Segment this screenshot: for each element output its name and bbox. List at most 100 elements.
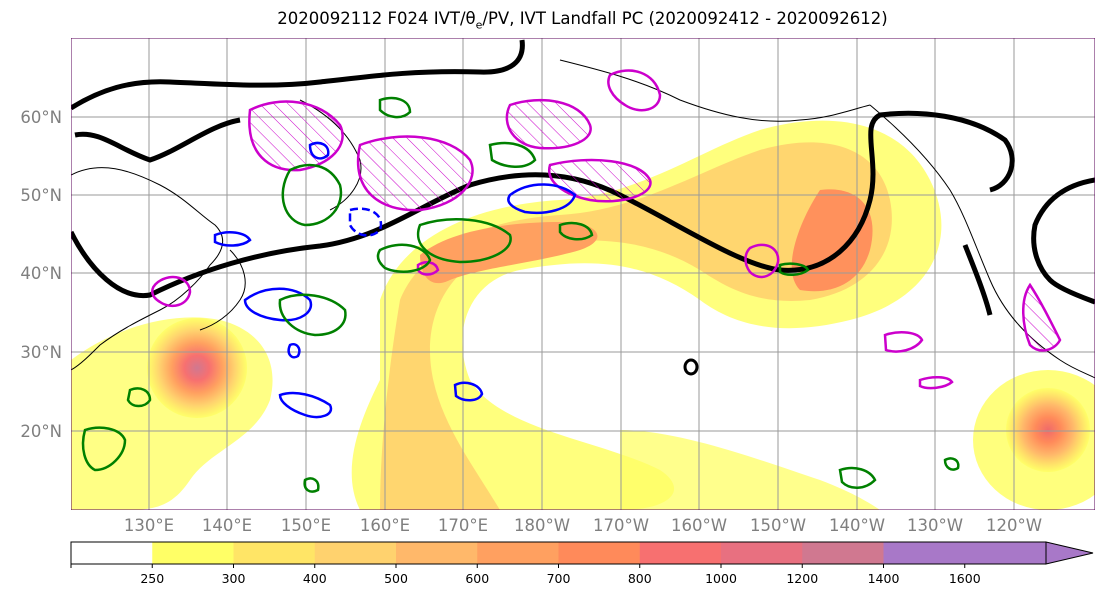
pc-positive-contour [744, 243, 780, 279]
colorbar-segment [314, 542, 397, 564]
latitude-label: 30°N [20, 343, 62, 362]
longitude-label: 160°W [671, 516, 727, 535]
longitude-label: 170°E [438, 516, 488, 535]
latitude-label: 60°N [20, 108, 62, 127]
latitude-labels: 60°N 50°N 40°N 30°N 20°N [20, 108, 62, 441]
theta-e-contour-north [71, 39, 525, 111]
coast-north-america [869, 104, 1095, 379]
pc-negative-contour [213, 231, 252, 247]
anomaly-contour [558, 221, 594, 241]
colorbar-segment [721, 542, 803, 564]
colorbar-segment [396, 542, 478, 564]
pc-positive-contour [356, 135, 474, 212]
colorbar-segment [152, 542, 234, 564]
longitude-label: 120°W [986, 516, 1042, 535]
pc-positive-contour [918, 376, 954, 390]
longitude-label: 130°E [124, 516, 174, 535]
colorbar-label: 800 [628, 571, 652, 586]
anomaly-contour [778, 262, 810, 276]
colorbar-label: 1600 [949, 571, 981, 586]
longitude-label: 160°E [360, 516, 410, 535]
theta-e-contour-east2 [962, 244, 993, 316]
theta-e-contours [71, 39, 1095, 376]
landfall-pc-negative-contours [213, 141, 577, 419]
pc-negative-contour [243, 287, 313, 322]
graticule [71, 38, 1095, 510]
coast-asia [71, 167, 224, 371]
colorbar-segment [71, 542, 153, 564]
colorbar-segment [883, 542, 966, 564]
anomaly-contour [278, 293, 347, 337]
pc-negative-contour [278, 391, 333, 419]
anomaly-contour [126, 387, 152, 408]
pc-positive-contour [505, 98, 592, 150]
anomaly-contour [281, 163, 343, 227]
map-area [71, 38, 1095, 510]
anomaly-contour [378, 96, 412, 119]
colorbar-segment [558, 542, 641, 564]
colorbar-label: 500 [384, 571, 408, 586]
title-rest: /PV, IVT Landfall PC (2020092412 - 20200… [482, 9, 888, 28]
anomaly-contour [488, 141, 537, 168]
ivt-hotspot-east [1006, 388, 1090, 472]
pc-positive-contour [547, 158, 652, 203]
latitude-label: 40°N [20, 264, 62, 283]
longitude-labels: 130°E 140°E 150°E 160°E 170°E 180°W 170°W 160°W… [124, 516, 1042, 535]
title-run: 2020092112 F024 IVT/ [277, 9, 466, 28]
colorbar-label: 300 [222, 571, 246, 586]
theta-e-contour-arc [74, 117, 241, 163]
theta-e-contour-east [1031, 177, 1095, 305]
colorbar-segment [802, 542, 884, 564]
anomaly-contour [417, 218, 512, 264]
colorbar-label: 400 [303, 571, 327, 586]
pc-positive-contour [248, 100, 344, 172]
colorbar-segment [477, 542, 559, 564]
map-title: 2020092112 F024 IVT/θe/PV, IVT Landfall … [0, 9, 1105, 31]
colorbar-segment [233, 542, 316, 564]
ivt-band-south [620, 430, 880, 510]
landfall-pc-positive-contours [151, 69, 1062, 390]
title-theta: θ [465, 9, 476, 28]
pc-negative-contour [507, 183, 577, 214]
colorbar-segment [964, 542, 1047, 564]
pc-negative-contour [453, 381, 484, 402]
longitude-label: 180°W [514, 516, 570, 535]
longitude-label: 140°E [202, 516, 252, 535]
anomaly-contour [943, 457, 960, 471]
theta-e-contour-small [683, 358, 699, 376]
pc-negative-contour [308, 141, 330, 160]
ivt-band-red [420, 222, 598, 284]
longitude-label: 130°W [907, 516, 963, 535]
colorbar-label: 700 [547, 571, 571, 586]
pc-positive-contour [883, 331, 924, 353]
coast-japan [199, 249, 246, 331]
coast-alaska [559, 59, 871, 122]
anomaly-contour [376, 243, 432, 273]
ivt-anomaly-contours [81, 96, 960, 493]
longitude-label: 140°W [829, 516, 885, 535]
pc-positive-contour [416, 261, 440, 276]
latitude-label: 20°N [20, 422, 62, 441]
pc-positive-contour [1022, 282, 1062, 352]
longitude-label: 150°W [750, 516, 806, 535]
theta-e-contour-main [71, 110, 1015, 299]
pc-positive-contour [607, 69, 662, 112]
title-theta-sub: e [475, 18, 483, 32]
colorbar-extend-arrow [1045, 541, 1094, 565]
longitude-label: 170°W [593, 516, 649, 535]
colorbar-label: 1400 [868, 571, 900, 586]
colorbar-segment [639, 542, 722, 564]
anomaly-contour [838, 466, 877, 489]
colorbar-label: 1000 [705, 571, 737, 586]
pc-negative-contour [287, 343, 301, 359]
anomaly-contour [81, 426, 127, 472]
colorbar-label: 250 [140, 571, 164, 586]
longitude-label: 150°E [281, 516, 331, 535]
pc-positive-contour [151, 275, 192, 308]
colorbar-label: 600 [465, 571, 489, 586]
colorbar-label: 1200 [786, 571, 818, 586]
pc-negative-contour [348, 207, 383, 237]
latitude-label: 50°N [20, 186, 62, 205]
anomaly-contour [303, 477, 320, 493]
